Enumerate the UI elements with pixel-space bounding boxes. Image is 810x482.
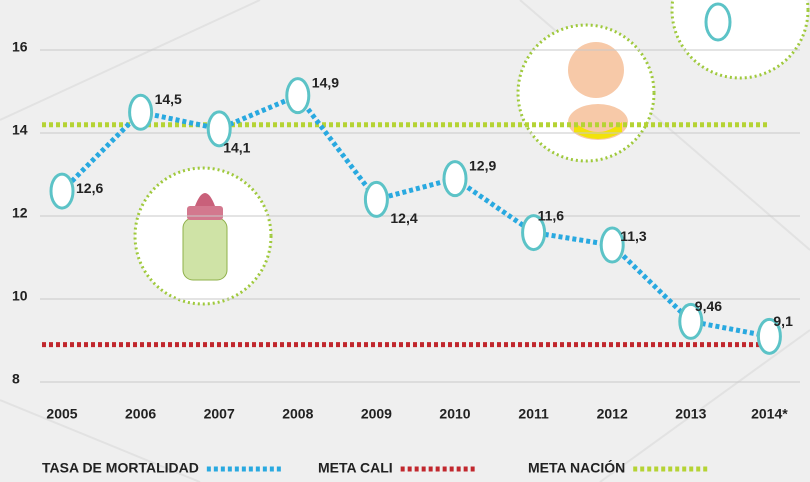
- value-label: 14,9: [312, 74, 339, 90]
- foot-marker: [128, 93, 154, 131]
- x-tick-label: 2014*: [751, 406, 788, 422]
- y-tick-label: 14: [12, 122, 28, 138]
- value-label: 12,6: [76, 180, 103, 196]
- foot-marker: [442, 160, 468, 198]
- y-tick-label: 10: [12, 288, 28, 304]
- x-tick-label: 2010: [439, 406, 470, 422]
- value-label: 9,1: [773, 313, 793, 329]
- x-tick-label: 2009: [361, 406, 392, 422]
- x-tick-label: 2013: [675, 406, 706, 422]
- legend-label: META CALI: [318, 460, 393, 476]
- x-tick-label: 2006: [125, 406, 156, 422]
- x-tick-label: 2005: [46, 406, 77, 422]
- foot-marker: [756, 317, 782, 355]
- foot-marker: [363, 180, 389, 218]
- baby-illustration: [516, 23, 656, 163]
- y-tick-label: 16: [12, 39, 28, 55]
- x-tick-label: 2011: [518, 406, 549, 422]
- foot-marker: [285, 77, 311, 115]
- foot-marker: [49, 172, 75, 210]
- value-label: 11,6: [538, 207, 565, 223]
- legend: TASA DE MORTALIDAD META CALI META NACIÓN: [42, 459, 708, 476]
- bottle-illustration: [133, 166, 273, 306]
- x-tick-label: 2008: [282, 406, 313, 422]
- value-label: 9,46: [695, 298, 722, 314]
- value-label: 14,1: [223, 140, 250, 156]
- legend-label: META NACIÓN: [528, 459, 625, 476]
- x-tick-label: 2012: [597, 406, 628, 422]
- value-label: 14,5: [155, 91, 182, 107]
- foot-marker: [521, 214, 547, 252]
- legend-label: TASA DE MORTALIDAD: [42, 460, 199, 476]
- feet-illustration: [670, 0, 810, 80]
- value-label: 11,3: [620, 228, 647, 244]
- foot-marker: [599, 226, 625, 264]
- foot-marker: [678, 302, 704, 340]
- y-tick-label: 12: [12, 205, 28, 221]
- value-label: 12,4: [390, 210, 417, 226]
- y-tick-label: 8: [12, 371, 20, 387]
- value-label: 12,9: [469, 157, 496, 173]
- x-tick-label: 2007: [204, 406, 235, 422]
- foot-marker: [206, 110, 232, 148]
